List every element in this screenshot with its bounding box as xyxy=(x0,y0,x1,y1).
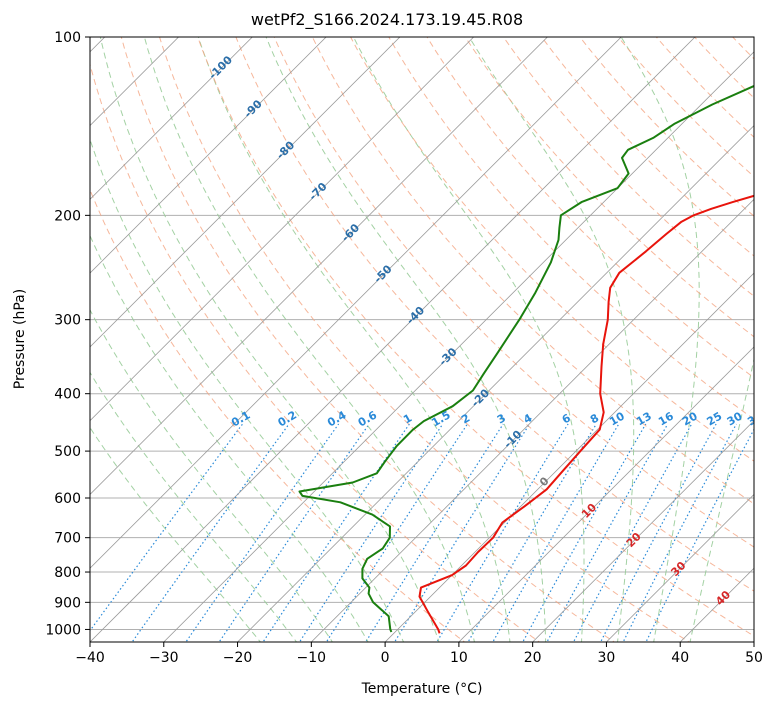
y-tick-label: 800 xyxy=(54,565,81,581)
plot-frame xyxy=(89,36,755,643)
mixing-ratio-line xyxy=(298,423,444,642)
y-tick-label: 400 xyxy=(54,387,81,403)
mixing-ratio-line xyxy=(262,423,410,642)
isotherm-line xyxy=(90,37,549,496)
mixing-ratio-line xyxy=(467,423,597,642)
mixing-ratio-line xyxy=(436,423,569,642)
moist-adiabat xyxy=(265,37,547,642)
moist-adiabat xyxy=(99,37,440,642)
mixing-ratio-lines xyxy=(90,423,754,642)
x-tick-label: 10 xyxy=(450,650,468,666)
moist-adiabat xyxy=(90,308,334,642)
dry-adiabat xyxy=(350,37,754,462)
y-axis-ticks: 100 200 300 400 500 600 700 800 900 1000 xyxy=(45,30,90,638)
dry-adiabat xyxy=(90,62,541,642)
x-tick-label: −10 xyxy=(297,650,327,666)
y-tick-label: 500 xyxy=(54,444,81,460)
moist-adiabat xyxy=(90,426,262,642)
x-axis-label: Temperature (°C) xyxy=(361,681,483,697)
dry-adiabat xyxy=(158,37,691,642)
isotherm-line xyxy=(90,37,253,200)
x-tick-label: 40 xyxy=(671,650,689,666)
mixing-ratio-line xyxy=(645,428,754,642)
dry-adiabat xyxy=(197,37,754,637)
chart-title: wetPf2_S166.2024.173.19.45.R08 xyxy=(251,10,523,30)
mixing-ratio-label: 36 xyxy=(745,409,765,428)
dry-adiabat xyxy=(311,37,754,505)
temperature-profile xyxy=(418,194,754,634)
y-tick-label: 200 xyxy=(54,208,81,224)
moist-adiabat xyxy=(197,37,511,642)
isotherm-line xyxy=(90,37,327,274)
dry-adiabat xyxy=(273,37,754,548)
dry-adiabat xyxy=(120,37,616,642)
y-tick-label: 100 xyxy=(54,30,81,46)
x-tick-label: −40 xyxy=(75,650,105,666)
moist-adiabat xyxy=(620,37,700,642)
moist-adiabat xyxy=(143,37,475,642)
dry-adiabat xyxy=(426,37,754,379)
moist-adiabat xyxy=(689,356,754,642)
moist-adiabat xyxy=(468,37,635,642)
x-axis-ticks: −40 −30 −20 −10 0 10 20 30 40 50 xyxy=(75,642,763,666)
mixing-ratio-line xyxy=(522,423,647,642)
dry-adiabats xyxy=(90,37,754,642)
x-tick-label: −20 xyxy=(223,650,253,666)
y-tick-label: 900 xyxy=(54,595,81,611)
y-axis-label: Pressure (hPa) xyxy=(12,289,28,389)
isotherm-line xyxy=(90,37,696,642)
y-tick-label: 1000 xyxy=(45,622,81,638)
isobar-gridlines xyxy=(90,37,754,630)
mixing-ratio-line xyxy=(90,423,244,632)
moist-adiabat xyxy=(90,234,369,642)
y-tick-label: 700 xyxy=(54,531,81,547)
isotherm-line xyxy=(236,124,754,642)
dry-adiabat xyxy=(235,37,754,592)
sounding-profiles xyxy=(298,84,754,634)
isotherm-line xyxy=(90,37,622,569)
isotherm-line xyxy=(605,493,754,642)
mixing-ratio-line xyxy=(492,423,620,642)
x-tick-label: 20 xyxy=(524,650,542,666)
x-tick-label: 30 xyxy=(598,650,616,666)
y-tick-label: 600 xyxy=(54,491,81,507)
isotherm-line xyxy=(532,420,754,642)
x-tick-label: 0 xyxy=(381,650,390,666)
isotherm-line xyxy=(384,272,754,642)
moist-adiabat xyxy=(90,371,298,642)
mixing-ratio-line xyxy=(546,423,669,642)
mixing-ratio-line xyxy=(599,423,717,642)
isotherm-line xyxy=(310,198,754,642)
mixing-ratio-line xyxy=(622,423,737,642)
moist-adiabat xyxy=(352,37,585,642)
dry-adiabat xyxy=(502,37,754,297)
y-tick-label: 300 xyxy=(54,313,81,329)
isotherm-line xyxy=(163,51,754,642)
mixing-ratio-line xyxy=(572,423,693,642)
x-tick-label: 50 xyxy=(745,650,763,666)
moist-adiabat xyxy=(90,137,405,642)
isotherm-line xyxy=(458,346,754,642)
dewpoint-profile xyxy=(298,84,754,633)
dry-adiabat xyxy=(388,37,754,420)
mixing-ratio-line xyxy=(393,423,531,642)
x-tick-label: −30 xyxy=(149,650,179,666)
isotherm-line xyxy=(90,37,475,422)
moist-adiabats xyxy=(90,37,754,642)
mixing-ratio-line xyxy=(185,423,340,642)
isotherm-line xyxy=(90,37,401,348)
isotherm-lines xyxy=(90,37,754,642)
dry-adiabat xyxy=(464,37,754,338)
